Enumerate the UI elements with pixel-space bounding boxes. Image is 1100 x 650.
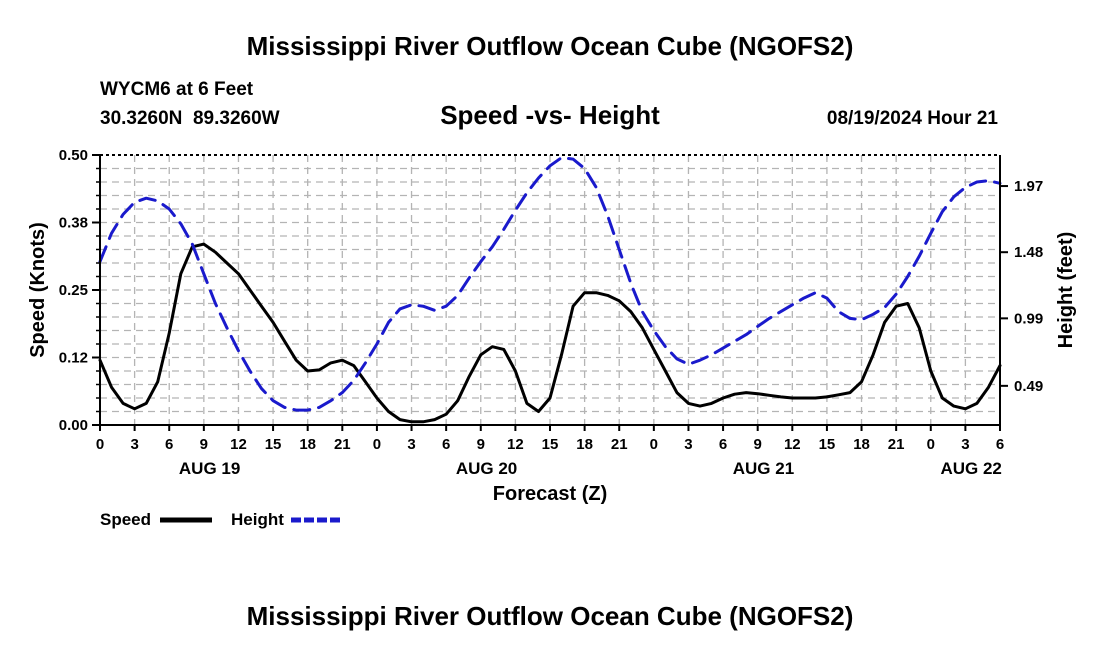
station-coordinates: 30.3260N 89.3260W (100, 108, 280, 129)
x-tick-label: 12 (784, 436, 801, 453)
height-series-line (98, 156, 1002, 412)
x-tick-label: 15 (542, 436, 559, 453)
x-tick-label: 15 (819, 436, 836, 453)
speed-series-line (98, 242, 1002, 424)
x-tick-label: 6 (719, 436, 727, 453)
x-tick-label: 18 (576, 436, 593, 453)
x-tick-label: 9 (477, 436, 485, 453)
day-label: AUG 20 (456, 459, 517, 478)
day-label: AUG 19 (179, 459, 240, 478)
y-tick-label: 0.25 (59, 282, 88, 299)
legend-speed-label: Speed (100, 510, 151, 529)
x-tick-label: 3 (684, 436, 692, 453)
x-tick-label: 6 (165, 436, 173, 453)
x-tick-label: 0 (96, 436, 104, 453)
y2-axis-label: Height (feet) (1055, 232, 1077, 349)
x-tick-label: 21 (611, 436, 628, 453)
x-tick-label: 21 (888, 436, 905, 453)
x-tick-label: 3 (961, 436, 969, 453)
x-axis-label: Forecast (Z) (493, 483, 607, 505)
y2-tick-label: 1.48 (1014, 244, 1043, 261)
y-tick-label: 0.38 (59, 215, 88, 232)
y-tick-label: 0.12 (59, 350, 88, 367)
x-tick-label: 18 (853, 436, 870, 453)
footer-title: Mississippi River Outflow Ocean Cube (NG… (247, 601, 854, 631)
legend: Speed Height (100, 510, 343, 529)
x-tick-label: 3 (130, 436, 138, 453)
chart-title: Speed -vs- Height (440, 100, 660, 130)
day-label: AUG 22 (940, 459, 1001, 478)
x-tick-label: 9 (754, 436, 762, 453)
x-tick-label: 9 (200, 436, 208, 453)
x-tick-label: 0 (927, 436, 935, 453)
station-name: WYCM6 at 6 Feet (100, 79, 254, 100)
legend-height-label: Height (231, 510, 284, 529)
x-tick-label: 6 (442, 436, 450, 453)
y-tick-label: 0.00 (59, 417, 88, 434)
axes: 0 3 6 9 12 15 18 21 0 3 6 9 12 15 18 21 0 3 6 9 12 15 18 21 0 3 6A… (59, 147, 1043, 478)
x-tick-label: 21 (334, 436, 351, 453)
x-tick-label: 15 (265, 436, 282, 453)
y2-tick-label: 0.99 (1014, 310, 1043, 327)
x-tick-label: 18 (299, 436, 316, 453)
x-tick-label: 6 (996, 436, 1004, 453)
x-tick-label: 0 (650, 436, 658, 453)
y-axis-label: Speed (Knots) (27, 222, 49, 358)
y2-tick-label: 1.97 (1014, 178, 1043, 195)
y-tick-label: 0.50 (59, 147, 88, 164)
grid-lines (100, 155, 1000, 425)
x-tick-label: 12 (230, 436, 247, 453)
series-lines (98, 156, 1002, 424)
y2-tick-label: 0.49 (1014, 378, 1043, 395)
page-title: Mississippi River Outflow Ocean Cube (NG… (247, 31, 854, 61)
forecast-datetime: 08/19/2024 Hour 21 (827, 108, 999, 129)
x-tick-label: 12 (507, 436, 524, 453)
x-tick-label: 0 (373, 436, 381, 453)
x-tick-label: 3 (407, 436, 415, 453)
day-label: AUG 21 (733, 459, 794, 478)
